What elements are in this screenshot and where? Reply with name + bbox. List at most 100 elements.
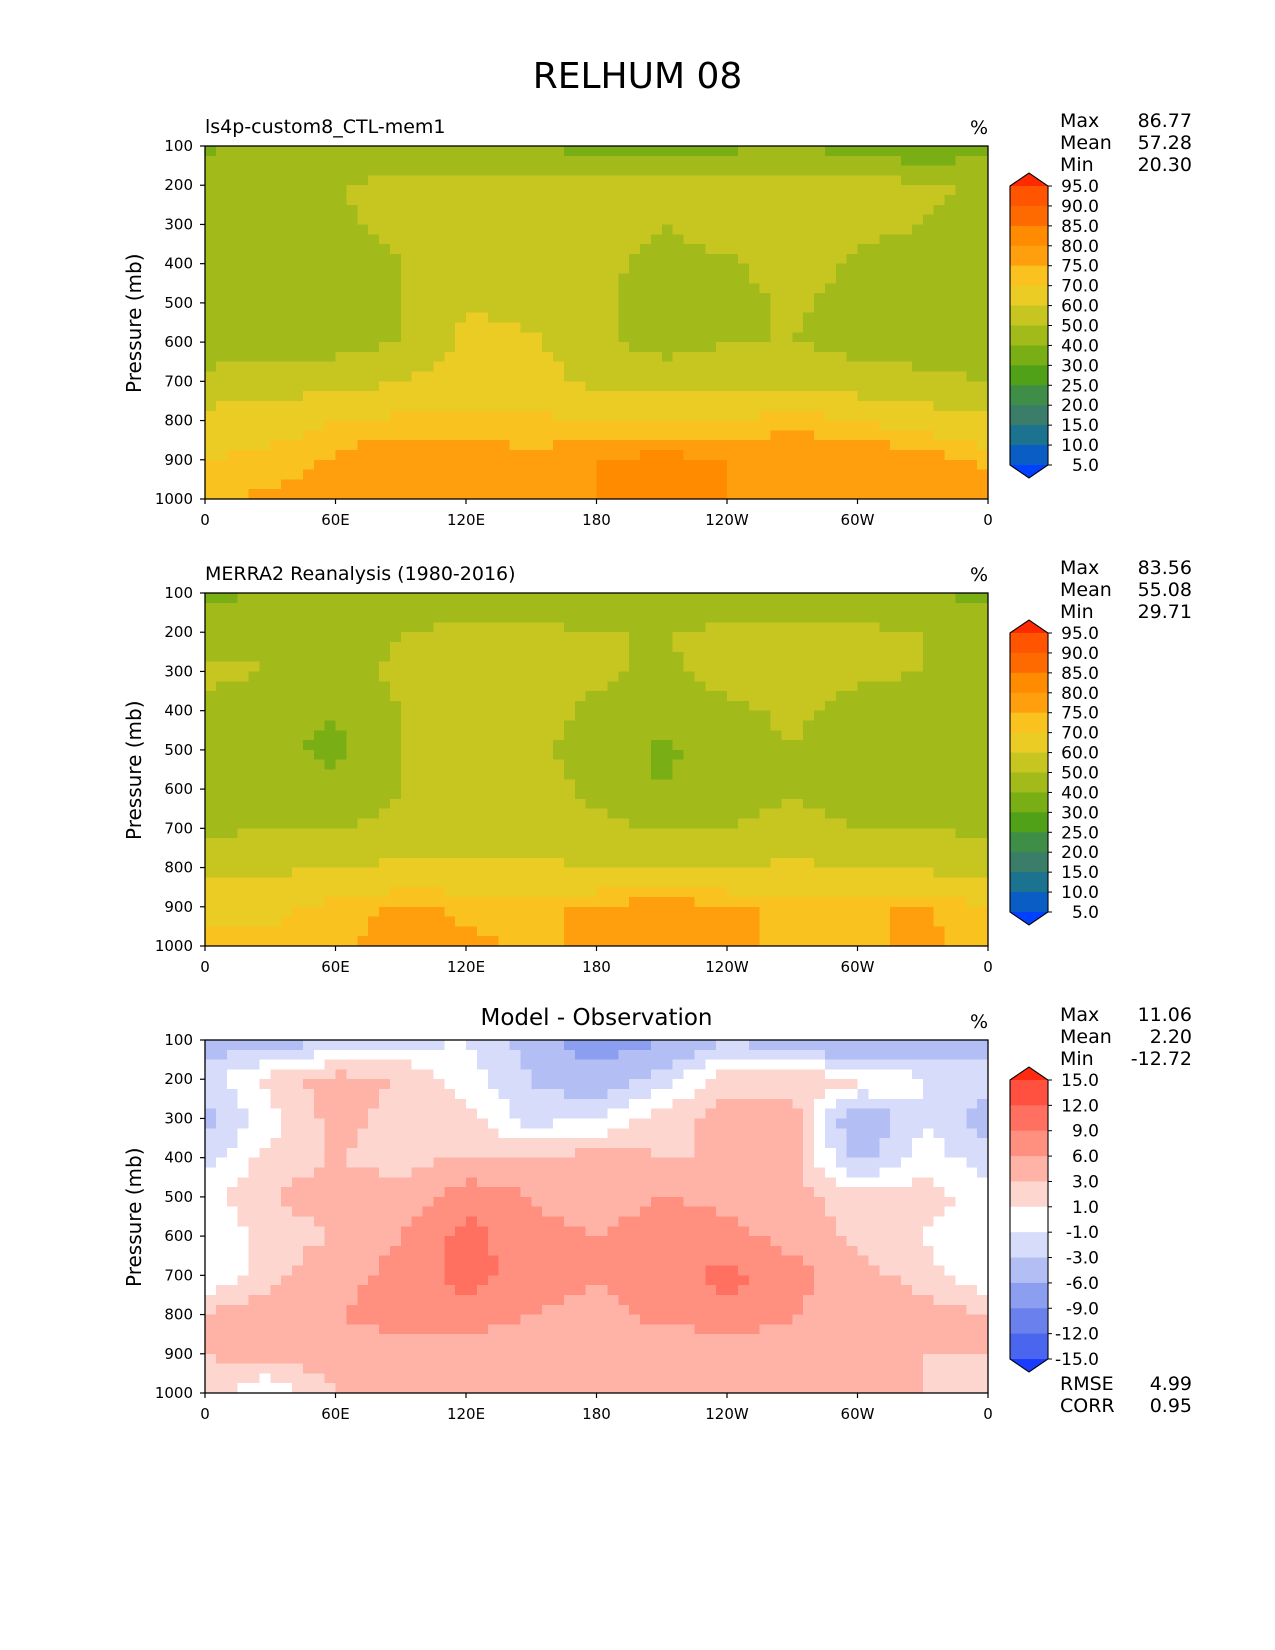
heatmap-cell [727, 789, 739, 800]
heatmap-cell [476, 410, 489, 422]
heatmap-cell [585, 322, 598, 333]
heatmap-cell [759, 896, 772, 908]
heatmap-cell [476, 175, 489, 186]
heatmap-cell [585, 155, 598, 167]
heatmap-cell [629, 749, 641, 761]
heatmap-cell [901, 332, 913, 343]
heatmap-cell [748, 632, 761, 643]
heatmap-cell [509, 342, 521, 353]
heatmap-cell [270, 146, 282, 157]
heatmap-cell [835, 479, 848, 490]
heatmap-cell [705, 332, 717, 343]
heatmap-cell [400, 720, 413, 731]
heatmap-cell [302, 710, 315, 722]
heatmap-cell [498, 459, 511, 471]
heatmap-cell [781, 887, 793, 898]
heatmap-cell [955, 293, 967, 304]
heatmap-cell [542, 204, 554, 216]
heatmap-cell [868, 857, 880, 869]
heatmap-cell [727, 351, 739, 363]
heatmap-cell [585, 146, 598, 157]
heatmap-cell [922, 146, 935, 157]
heatmap-cell [944, 214, 956, 226]
heatmap-cell [411, 391, 424, 402]
heatmap-cell [901, 469, 913, 480]
heatmap-cell [411, 730, 424, 741]
heatmap-cell [444, 847, 456, 859]
heatmap-cell [476, 342, 489, 353]
heatmap-cell [259, 720, 271, 731]
heatmap-cell [727, 818, 739, 829]
heatmap-cell [727, 263, 739, 275]
heatmap-cell [640, 896, 652, 908]
heatmap-cell [933, 165, 946, 177]
heatmap-cell [737, 440, 750, 451]
heatmap-cell [824, 342, 837, 353]
heatmap-cell [585, 273, 598, 284]
heatmap-cell [237, 896, 250, 908]
heatmap-cell [814, 710, 826, 722]
heatmap-cell [911, 204, 924, 216]
heatmap-cell [901, 877, 913, 888]
heatmap-cell [563, 632, 576, 643]
heatmap-cell [248, 322, 260, 333]
heatmap-cell [433, 740, 445, 751]
heatmap-cell [281, 877, 293, 888]
heatmap-cell [574, 371, 587, 382]
heatmap-cell [281, 155, 293, 167]
heatmap-cell [661, 293, 674, 304]
heatmap-cell [281, 740, 293, 751]
heatmap-cell [911, 273, 924, 284]
heatmap-cell [879, 681, 891, 692]
heatmap-cell [770, 204, 782, 216]
stat-value: 57.28 [1137, 132, 1192, 154]
heatmap-cell [346, 769, 358, 780]
heatmap-cell [487, 175, 500, 186]
heatmap-cell [650, 789, 663, 800]
heatmap-cell [868, 818, 880, 829]
heatmap-cell [400, 381, 413, 392]
heatmap-cell [313, 312, 326, 324]
heatmap-cell [748, 371, 761, 382]
heatmap-cell [705, 887, 717, 898]
heatmap-cell [650, 593, 663, 604]
heatmap-cell [422, 400, 434, 412]
heatmap-cell [618, 410, 630, 422]
colorbar-label: 20.0 [1061, 396, 1099, 416]
heatmap-cell [596, 224, 608, 235]
heatmap-cell [857, 204, 869, 216]
heatmap-cell [237, 887, 250, 898]
heatmap-cell [640, 371, 652, 382]
heatmap-cell [389, 749, 402, 761]
heatmap-cell [966, 214, 978, 226]
heatmap-cell [607, 749, 619, 761]
heatmap-cell [324, 661, 337, 673]
heatmap-cell [607, 204, 619, 216]
heatmap-cell [727, 602, 739, 614]
heatmap-cell [563, 779, 576, 790]
heatmap-cell [748, 749, 761, 761]
heatmap-cell [846, 185, 859, 196]
heatmap-cell [531, 371, 543, 382]
heatmap-cell [433, 185, 445, 196]
heatmap-cell [835, 769, 848, 780]
heatmap-cell [335, 857, 347, 869]
heatmap-cell [248, 838, 260, 849]
heatmap-cell [977, 838, 989, 849]
heatmap-cell [824, 769, 837, 780]
heatmap-cell [868, 293, 880, 304]
heatmap-cell [922, 253, 935, 265]
heatmap-cell [835, 798, 848, 810]
heatmap-cell [574, 312, 587, 324]
heatmap-cell [226, 410, 239, 422]
heatmap-cell [705, 877, 717, 888]
heatmap-cell [400, 593, 413, 604]
heatmap-cell [944, 312, 956, 324]
heatmap-cell [933, 632, 946, 643]
heatmap-cell [748, 155, 761, 167]
heatmap-cell [205, 818, 217, 829]
heatmap-cell [226, 779, 239, 790]
heatmap-cell [890, 661, 902, 673]
heatmap-cell [944, 789, 956, 800]
heatmap-cell [759, 185, 772, 196]
